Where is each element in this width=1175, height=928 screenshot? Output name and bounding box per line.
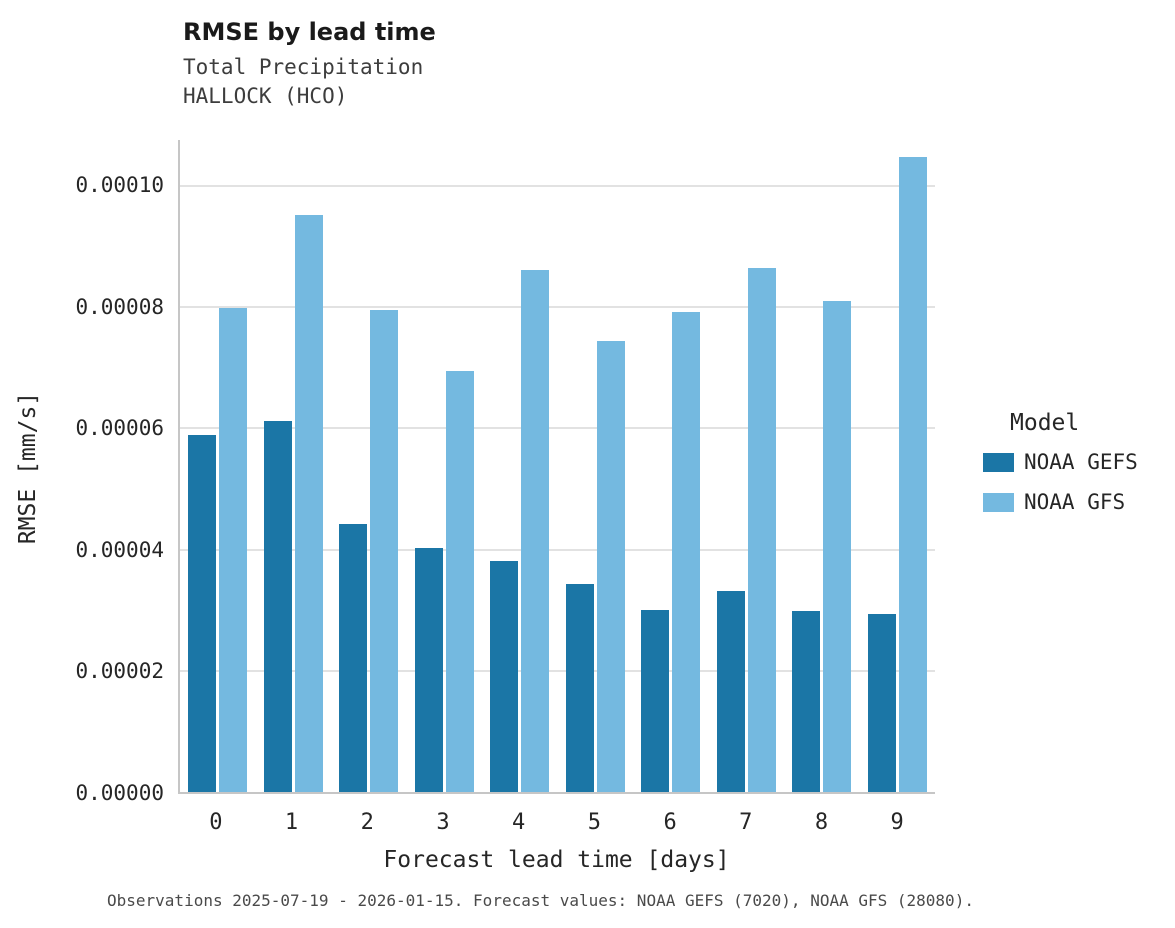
x-tick-label: 8	[814, 810, 829, 835]
bar-group	[709, 140, 785, 792]
chart-caption: Observations 2025-07-19 - 2026-01-15. Fo…	[107, 891, 974, 910]
y-tick-label: 0.00006	[75, 416, 164, 441]
x-axis-title: Forecast lead time [days]	[383, 847, 730, 873]
x-tick-label: 5	[587, 810, 601, 835]
x-tick-label: 4	[512, 810, 526, 835]
bar-noaa-gfs	[747, 267, 776, 792]
bar-group	[180, 140, 256, 792]
x-tick-label: 2	[360, 810, 374, 835]
bar-group	[860, 140, 936, 792]
bar-noaa-gefs	[339, 523, 368, 792]
bar-noaa-gfs	[898, 156, 927, 792]
bar-noaa-gefs	[716, 590, 745, 792]
x-tick-label: 1	[284, 810, 299, 835]
x-tick-label: 3	[436, 810, 450, 835]
legend-item: NOAA GFS	[983, 490, 1138, 514]
legend-swatch	[983, 452, 1014, 472]
bar-noaa-gefs	[565, 583, 594, 792]
bar-group	[784, 140, 860, 792]
chart-header: RMSE by lead time Total Precipitation HA…	[183, 18, 436, 111]
y-tick-label: 0.00004	[75, 537, 164, 562]
legend: Model NOAA GEFS NOAA GFS	[983, 410, 1138, 530]
bar-group	[256, 140, 332, 792]
chart-subtitle: Total Precipitation HALLOCK (HCO)	[183, 53, 436, 111]
legend-swatch	[983, 492, 1014, 512]
gridline	[180, 669, 935, 672]
legend-items: NOAA GEFS NOAA GFS	[983, 450, 1138, 514]
legend-item: NOAA GEFS	[983, 450, 1138, 474]
legend-label: NOAA GEFS	[1024, 450, 1138, 474]
y-tick-label: 0.00008	[75, 294, 164, 319]
bar-noaa-gfs	[445, 370, 474, 792]
bars	[180, 140, 935, 792]
chart-subtitle-line1: Total Precipitation	[183, 54, 424, 79]
bar-noaa-gfs	[596, 340, 625, 792]
bar-group	[407, 140, 483, 792]
bar-noaa-gefs	[792, 610, 821, 792]
bar-noaa-gefs	[414, 547, 443, 792]
bar-noaa-gefs	[641, 609, 670, 792]
bar-noaa-gefs	[867, 614, 896, 792]
bar-group	[558, 140, 634, 792]
gridline	[180, 427, 935, 430]
bar-noaa-gfs	[672, 312, 701, 792]
y-tick-label: 0.00000	[75, 781, 164, 805]
y-axis-title: RMSE [mm/s]	[15, 391, 41, 545]
bar-noaa-gfs	[294, 215, 323, 792]
bar-noaa-gfs	[370, 310, 399, 792]
x-tick-label: 9	[890, 810, 904, 835]
y-tick-label: 0.00002	[75, 659, 164, 684]
legend-label: NOAA GFS	[1024, 490, 1126, 514]
bar-noaa-gefs	[263, 420, 292, 792]
legend-title: Model	[1010, 410, 1080, 436]
bar-noaa-gfs	[219, 308, 248, 792]
bar-noaa-gfs	[823, 301, 852, 792]
bar-noaa-gfs	[521, 269, 550, 792]
x-axis-tick-labels: 0 1 2 3 4 5 6 7 8 9	[178, 810, 935, 835]
bar-noaa-gefs	[188, 434, 217, 792]
gridline	[180, 306, 935, 309]
chart-subtitle-line2: HALLOCK (HCO)	[183, 83, 348, 108]
bar-group	[331, 140, 407, 792]
bar-group	[633, 140, 709, 792]
x-tick-label: 7	[739, 810, 753, 835]
gridline	[180, 548, 935, 551]
y-tick-label: 0.00010	[75, 173, 164, 198]
chart-title: RMSE by lead time	[183, 18, 436, 46]
bar-noaa-gefs	[490, 560, 519, 792]
x-tick-label: 6	[663, 810, 677, 835]
bar-group	[482, 140, 558, 792]
plot-area	[178, 140, 935, 794]
gridline	[180, 185, 935, 188]
x-tick-label: 0	[209, 810, 223, 835]
